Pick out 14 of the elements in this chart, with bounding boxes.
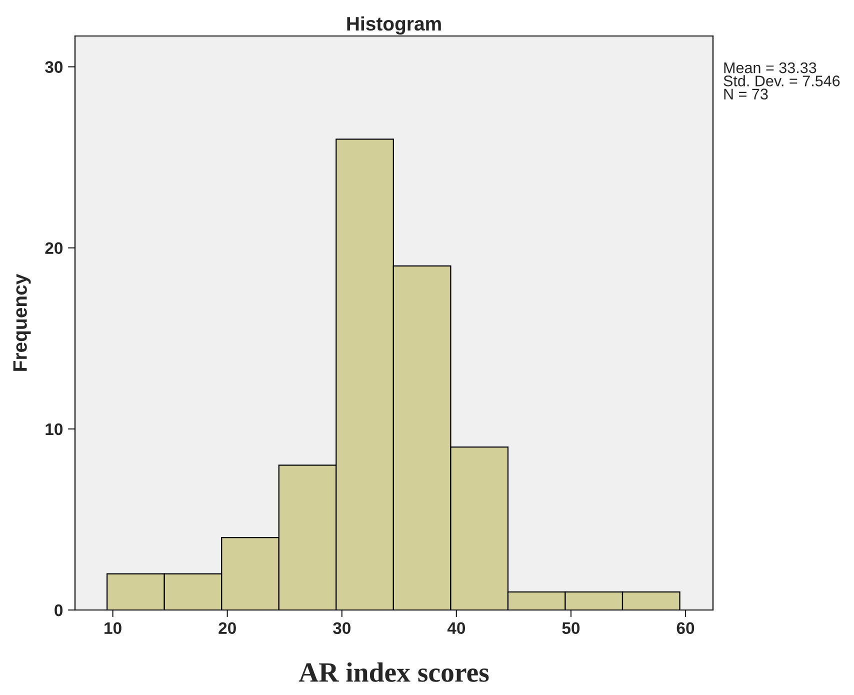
x-tick-label: 40 (447, 622, 466, 634)
y-tick-label: 20 (45, 242, 63, 254)
y-axis-title: Frequency (13, 274, 31, 371)
y-tick-label: 30 (45, 61, 63, 74)
x-tick-label: 30 (333, 622, 350, 634)
text: Mean = 33.33 Std. Dev. = 7.546 N = 73 (724, 62, 840, 100)
x-axis-title: AR index scores (298, 662, 489, 682)
x-tick-label: 10 (104, 622, 122, 634)
chart-title: Histogram (347, 16, 441, 35)
y-tick-label: 0 (54, 604, 63, 616)
x-tick-label: 50 (562, 622, 580, 634)
x-tick-label: 20 (218, 622, 236, 634)
x-tick-label: 60 (676, 622, 694, 634)
y-tick-label: 10 (46, 423, 63, 436)
